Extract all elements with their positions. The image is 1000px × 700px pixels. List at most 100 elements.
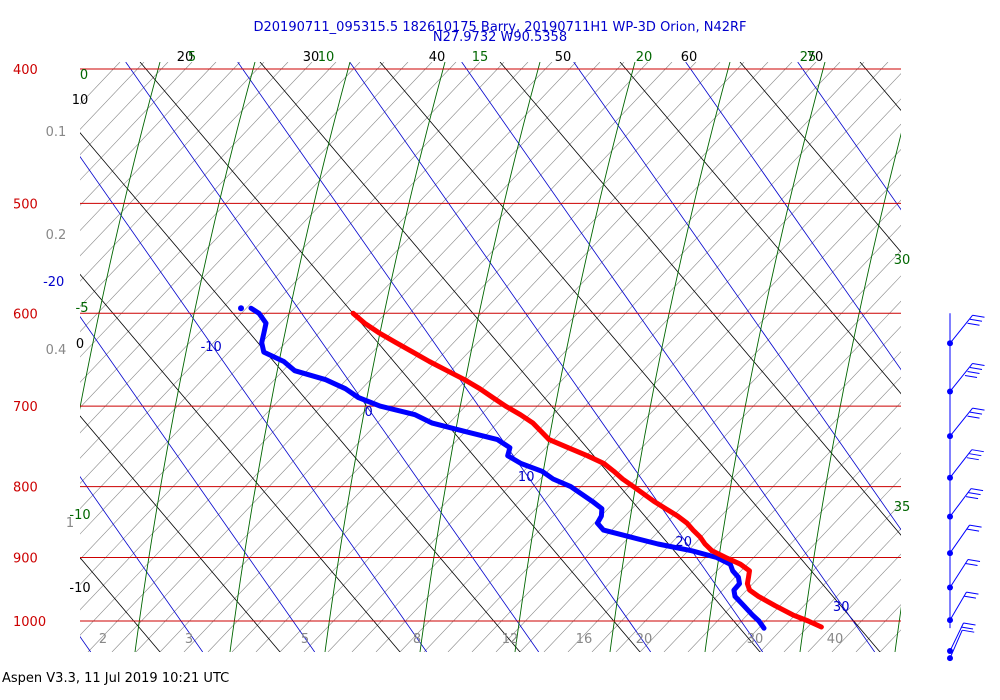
mixing-ratio-line xyxy=(519,250,901,652)
wind-barb-flag xyxy=(969,411,983,415)
mixing-ratio-line xyxy=(567,300,901,652)
mixing-ratio-line xyxy=(543,275,901,652)
wind-barb-flag xyxy=(969,524,982,528)
pressure-tick-label: 800 xyxy=(13,481,38,496)
isotherm-line xyxy=(80,476,204,652)
moist-adiabat-line xyxy=(419,62,541,652)
wind-barb-flag xyxy=(965,496,979,500)
theta-tick-label: 50 xyxy=(555,50,572,65)
pressure-tick-label: 700 xyxy=(13,400,38,415)
theta-e-tick-label: 15 xyxy=(472,50,489,65)
mixing-ratio-line xyxy=(928,62,1000,652)
mixing-ratio-line xyxy=(759,503,901,652)
mixing-ratio-line xyxy=(783,528,901,652)
wind-barb-flag xyxy=(967,559,981,563)
theta-tick-label: 70 xyxy=(807,50,824,65)
isotherm-tick-label: 10 xyxy=(518,470,535,485)
footer-version: Aspen V3.3, 11 Jul 2019 10:21 UTC xyxy=(2,671,230,686)
mixing-ratio-tick-label: 2 xyxy=(99,632,107,647)
dry-adiabat-line xyxy=(980,62,1000,652)
wind-barb xyxy=(947,314,985,347)
mixing-ratio-tick-label: 1 xyxy=(66,516,74,531)
wind-barb-flag xyxy=(969,453,982,457)
moist-adiabat-line xyxy=(609,62,731,652)
wind-barb xyxy=(947,407,985,440)
mixing-ratio-tick-label: 40 xyxy=(827,632,844,647)
theta-e-tick-label: -5 xyxy=(76,301,89,316)
skewt-chart: D20190711_095315.5 182610175 Barry, 2019… xyxy=(13,20,1000,662)
wind-barb xyxy=(947,488,984,520)
dry-adiabat-line xyxy=(619,62,901,395)
wind-barb xyxy=(947,362,985,395)
mixing-ratio-tick-label: 5 xyxy=(301,632,309,647)
wind-barb-shaft xyxy=(949,629,963,659)
theta-e-tick-label: -10 xyxy=(69,508,90,523)
theta-tick-label: 10 xyxy=(72,93,89,108)
isotherm-tick-label: -20 xyxy=(43,275,64,290)
mixing-ratio-tick-label: 30 xyxy=(747,632,764,647)
wind-barb-flag xyxy=(966,528,980,532)
isotherm-line xyxy=(461,62,876,652)
isotherm-tick-label: 0 xyxy=(365,405,373,420)
mixing-ratio-line xyxy=(135,62,697,652)
isotherm-line xyxy=(797,62,901,211)
wind-barb-shaft xyxy=(949,314,973,344)
mixing-ratio-line xyxy=(80,62,409,409)
dewpoint-end-point xyxy=(238,305,245,312)
dry-adiabat-line xyxy=(139,62,641,652)
isotherm-line xyxy=(685,62,901,371)
isotherm-line xyxy=(237,62,652,652)
chart-title: D20190711_095315.5 182610175 Barry, 2019… xyxy=(254,20,747,35)
wind-barb xyxy=(947,629,975,662)
moist-adiabat-line xyxy=(799,132,901,652)
moist-adiabat-line xyxy=(134,62,256,652)
theta-e-tick-label: 5 xyxy=(188,50,196,65)
mixing-ratio-line xyxy=(471,199,901,652)
mixing-ratio-tick-label: 0.2 xyxy=(46,228,67,243)
theta-tick-label: 20 xyxy=(177,50,194,65)
mixing-ratio-line xyxy=(952,62,1000,652)
wind-barb-flag xyxy=(966,591,979,595)
moist-adiabat-line xyxy=(80,62,161,411)
wind-barb-flag xyxy=(967,370,980,374)
theta-tick-label: 30 xyxy=(303,50,320,65)
mixing-ratio-line xyxy=(80,62,289,282)
wind-barb-shaft xyxy=(949,622,964,652)
dry-adiabat-line xyxy=(379,62,881,652)
wind-barb-shaft xyxy=(949,591,967,621)
mixing-ratio-line xyxy=(879,629,901,652)
mixing-ratio-line xyxy=(687,427,901,652)
wind-barb-flag xyxy=(969,318,983,322)
mixing-ratio-line xyxy=(447,174,901,652)
wind-barb-flag xyxy=(970,488,984,492)
wind-barb-shaft xyxy=(949,449,973,478)
wind-barbs xyxy=(947,313,985,662)
theta-tick-label: 40 xyxy=(429,50,446,65)
isotherm-tick-label: 20 xyxy=(675,535,692,550)
mixing-ratio-line xyxy=(183,62,745,652)
pressure-tick-label: 400 xyxy=(13,63,38,78)
wind-barb-shaft xyxy=(949,407,973,437)
isotherm-line xyxy=(80,156,428,652)
mixing-ratio-line xyxy=(80,62,505,510)
mixing-ratio-line xyxy=(831,578,901,652)
mixing-ratio-tick-label: 12 xyxy=(502,632,519,647)
wind-barb-flag xyxy=(969,366,983,370)
theta-e-tick-label: 10 xyxy=(318,50,335,65)
theta-e-tick-label: 30 xyxy=(894,253,911,268)
mixing-ratio-tick-label: 0.4 xyxy=(46,343,67,358)
pressure-tick-label: 600 xyxy=(13,307,38,322)
mixing-ratio-line xyxy=(279,62,841,652)
pressure-tick-label: 500 xyxy=(13,197,38,212)
wind-barb-flag xyxy=(966,457,979,461)
moist-adiabat-line xyxy=(894,606,901,652)
wind-barb xyxy=(947,591,979,624)
theta-e-tick-label: 25 xyxy=(800,50,817,65)
mixing-ratio-line xyxy=(80,62,193,181)
mixing-ratio-line xyxy=(495,224,901,652)
mixing-ratio-line xyxy=(663,401,901,652)
pressure-tick-label: 900 xyxy=(13,552,38,567)
wind-barb-flag xyxy=(963,595,977,599)
mixing-ratio-line xyxy=(80,62,529,535)
dry-adiabat-line xyxy=(80,415,281,652)
